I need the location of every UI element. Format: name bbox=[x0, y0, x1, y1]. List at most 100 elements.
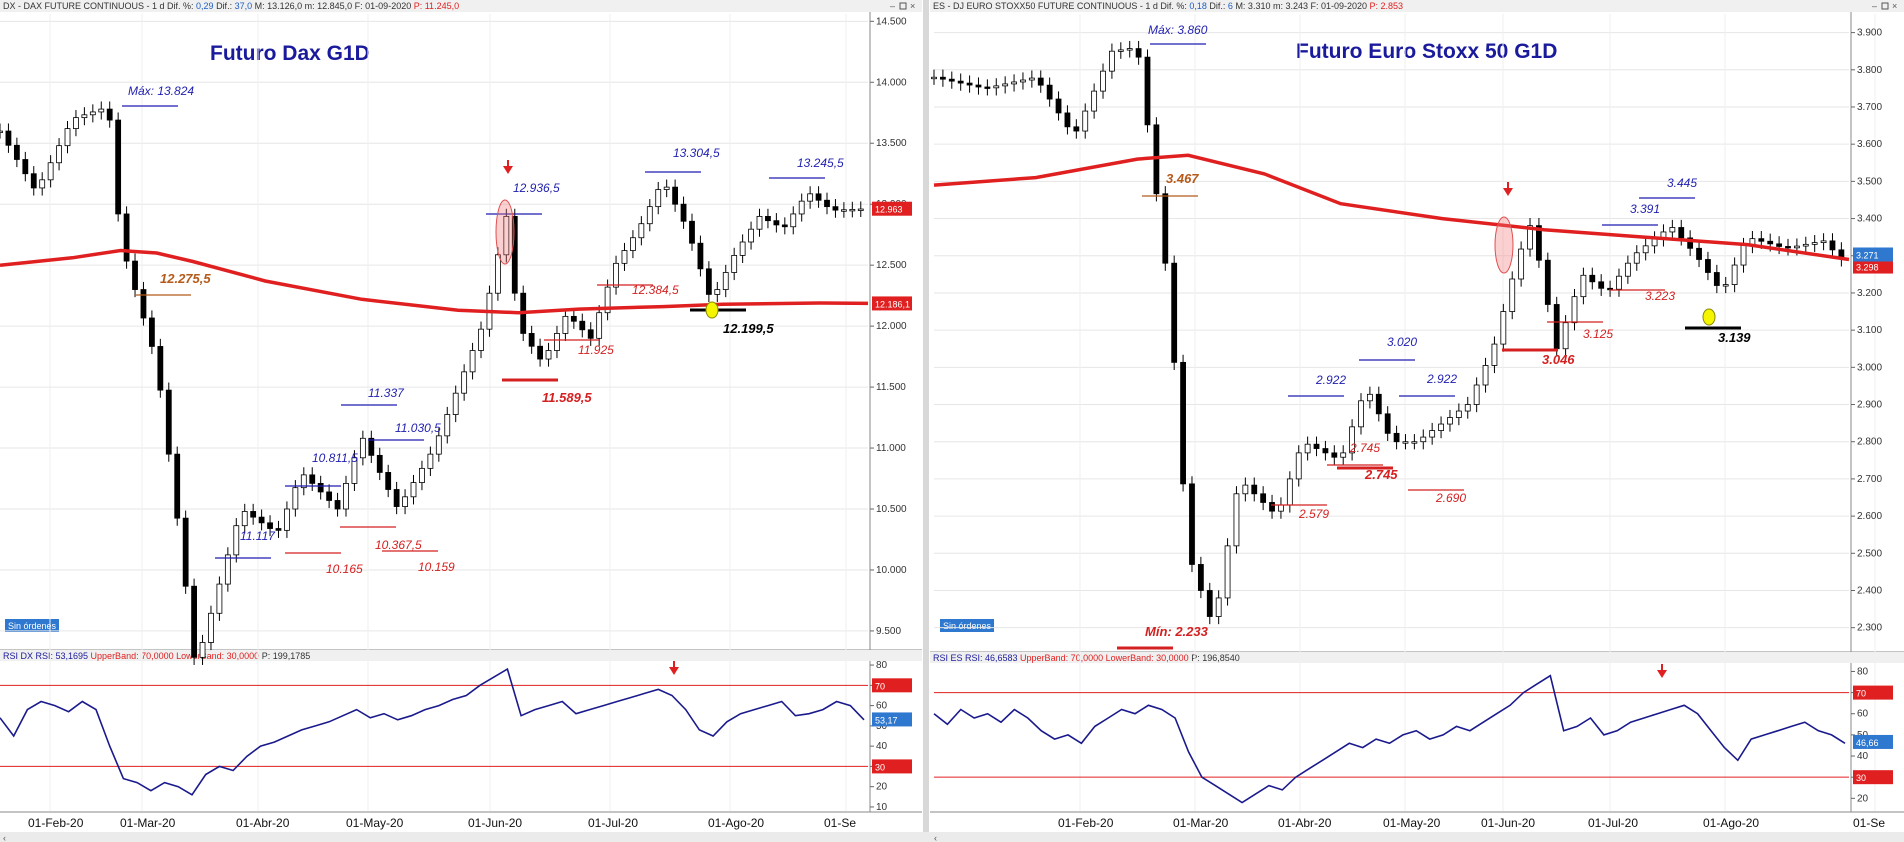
candle-body bbox=[1633, 252, 1640, 264]
candle-body bbox=[638, 223, 645, 239]
date-tick-label: 01-Se bbox=[1853, 816, 1885, 830]
candle-body bbox=[663, 186, 670, 190]
candle-body bbox=[233, 525, 240, 556]
dax-header-bar bbox=[0, 0, 922, 12]
rsi-tick-label: 80 bbox=[1857, 666, 1869, 677]
candle-body bbox=[1429, 430, 1436, 438]
candle-body bbox=[948, 78, 955, 82]
candle-body bbox=[1073, 126, 1080, 132]
level-annotation: 10.165 bbox=[326, 562, 363, 576]
candle-body bbox=[503, 215, 510, 256]
rsi-upper-tag: 70 bbox=[1856, 689, 1866, 699]
candle-body bbox=[1420, 436, 1427, 443]
rsi-upper-tag: 70 bbox=[875, 681, 885, 691]
last-price-tag-bg bbox=[872, 201, 912, 216]
candle-body bbox=[1375, 393, 1382, 415]
panel-separator[interactable] bbox=[923, 0, 929, 842]
candle-body bbox=[739, 241, 746, 256]
moving-average-tag-bg bbox=[872, 296, 912, 311]
level-annotation: 3.391 bbox=[1630, 202, 1660, 216]
price-tick-label: 3.500 bbox=[1857, 176, 1882, 187]
rsi-tick-label: 60 bbox=[876, 701, 888, 712]
price-tick-label: 14.000 bbox=[876, 77, 907, 88]
candle-body bbox=[1020, 79, 1026, 83]
maximize-icon[interactable] bbox=[899, 2, 907, 10]
price-tick-label: 9.500 bbox=[876, 626, 901, 637]
candle-body bbox=[993, 85, 1000, 89]
dax-panel: DX - DAX FUTURE CONTINUOUS - 1 d Dif. %:… bbox=[0, 0, 922, 813]
candle-body bbox=[461, 371, 468, 394]
price-tick-label: 11.500 bbox=[876, 382, 906, 393]
level-annotation: 2.579 bbox=[1298, 507, 1329, 521]
rsi-upper-tag-bg bbox=[872, 678, 912, 693]
candle-body bbox=[1117, 49, 1124, 52]
candle-body bbox=[191, 585, 197, 658]
candle-body bbox=[250, 511, 257, 518]
candle-body bbox=[1687, 237, 1694, 249]
candle-body bbox=[1162, 193, 1169, 264]
scroll-left-icon[interactable]: ‹ bbox=[3, 833, 6, 842]
candle-body bbox=[1767, 240, 1774, 245]
chart-marks bbox=[0, 40, 1850, 804]
candle-body bbox=[1678, 227, 1685, 239]
dax-sin-ordenes-button[interactable] bbox=[5, 619, 59, 632]
price-tick-label: 2.800 bbox=[1857, 437, 1882, 448]
minimize-icon[interactable]: – bbox=[890, 1, 895, 11]
candle-body bbox=[815, 193, 822, 201]
candle-body bbox=[1171, 262, 1178, 363]
rsi-line bbox=[933, 674, 1846, 804]
level-annotation: 3.445 bbox=[1667, 176, 1697, 190]
level-annotation: Máx: 13.824 bbox=[128, 84, 194, 98]
candle-body bbox=[494, 254, 501, 294]
es-signal-arrow bbox=[1503, 188, 1513, 196]
close-icon[interactable]: × bbox=[1892, 1, 1897, 11]
candle-body bbox=[22, 159, 29, 175]
candle-body bbox=[1696, 247, 1702, 260]
price-tick-label: 14.500 bbox=[876, 16, 907, 27]
minimize-icon[interactable]: – bbox=[1872, 1, 1877, 11]
rsi-tick-label: 40 bbox=[1857, 751, 1869, 762]
candle-body bbox=[1740, 245, 1747, 266]
candle-body bbox=[30, 173, 37, 189]
maximize-icon[interactable] bbox=[1881, 2, 1889, 10]
candle-body bbox=[444, 414, 451, 437]
es-sin-ordenes-button[interactable] bbox=[940, 619, 994, 632]
es-header-bar bbox=[930, 0, 1904, 12]
candle-body bbox=[1776, 243, 1783, 247]
candle-body bbox=[832, 206, 839, 211]
last-price-tag: 3.298 bbox=[1856, 263, 1879, 273]
dax-header-text: DX - DAX FUTURE CONTINUOUS - 1 d Dif. %:… bbox=[3, 1, 459, 11]
scroll-left-icon[interactable]: ‹ bbox=[934, 833, 937, 842]
candle-body bbox=[1126, 48, 1133, 51]
candle-body bbox=[165, 389, 172, 455]
candle-body bbox=[1509, 278, 1516, 312]
rsi-value-tag-bg bbox=[1853, 734, 1893, 749]
eurostoxx-panel: ES - DJ EURO STOXX50 FUTURE CONTINUOUS -… bbox=[930, 0, 1904, 813]
es-sin-ordenes-label: Sin órdenes bbox=[943, 621, 992, 631]
close-icon[interactable]: × bbox=[910, 1, 915, 11]
candle-body bbox=[208, 612, 214, 643]
horizontal-scrollbar[interactable] bbox=[0, 832, 1904, 842]
es-rsi-header-bar bbox=[930, 652, 1904, 663]
candle-body bbox=[1536, 225, 1542, 261]
candle-body bbox=[1251, 484, 1258, 495]
candle-body bbox=[1455, 410, 1462, 418]
es-window-buttons: – × bbox=[1872, 1, 1897, 11]
candle-body bbox=[1820, 240, 1827, 244]
candle-body bbox=[1064, 112, 1071, 128]
candle-body bbox=[646, 206, 653, 225]
es-header-text: ES - DJ EURO STOXX50 FUTURE CONTINUOUS -… bbox=[933, 1, 1403, 11]
candle-body bbox=[1206, 590, 1213, 617]
candle-body bbox=[1055, 98, 1062, 114]
candle-body bbox=[1527, 225, 1533, 250]
candle-body bbox=[1758, 238, 1765, 242]
rsi-tick-label: 80 bbox=[876, 660, 888, 671]
date-tick-label: 01-Mar-20 bbox=[120, 816, 176, 830]
candle-body bbox=[241, 511, 248, 527]
candle-body bbox=[1322, 448, 1329, 454]
level-annotation: 3.139 bbox=[1718, 330, 1751, 345]
level-annotation: Mín: 2.233 bbox=[1145, 624, 1209, 639]
candle-body bbox=[199, 642, 206, 658]
candle-body bbox=[1473, 384, 1480, 405]
candle-body bbox=[309, 474, 316, 484]
